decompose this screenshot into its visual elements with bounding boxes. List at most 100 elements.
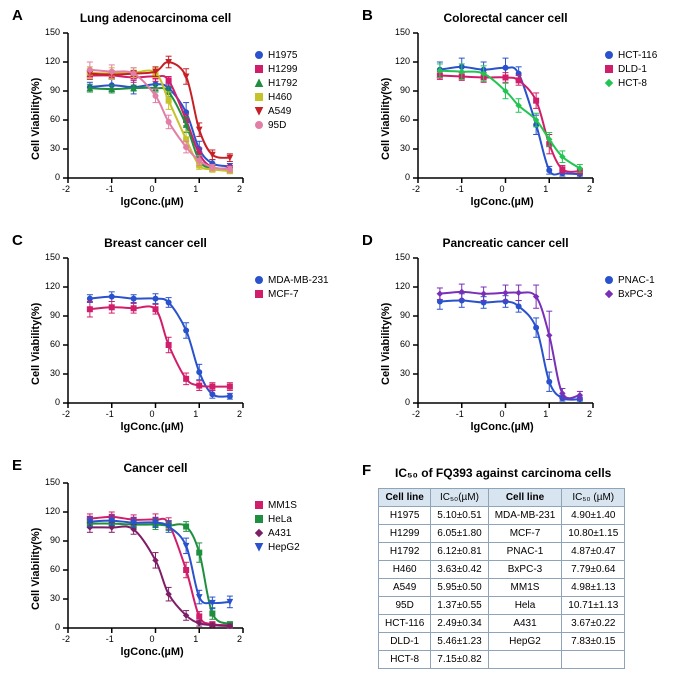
ytick-label: 0 [55,622,60,632]
plot-svg [68,33,245,180]
panel-label: A [12,7,23,24]
table-cell: 10.71±1.13 [562,597,625,615]
table-cell: H1792 [379,543,431,561]
legend-label: PNAC-1 [618,275,655,286]
legend-marker-icon [603,274,615,286]
legend-item: DLD-1 [603,62,657,76]
ytick-label: 0 [55,397,60,407]
legend-label: H1975 [268,50,297,61]
ic50-table: Cell lineIC₅₀(µM)Cell lineIC₅₀ (µM)H1975… [378,488,625,669]
legend-item: PNAC-1 [603,273,655,287]
chart-title: Pancreatic cancer cell [388,236,623,250]
table-cell: 4.98±1.13 [562,579,625,597]
legend-label: DLD-1 [618,64,647,75]
table-cell: 1.37±0.55 [431,597,488,615]
ytick-label: 90 [400,85,410,95]
legend-label: H1299 [268,64,297,75]
table-row: HCT-1162.49±0.34A4313.67±0.22 [379,615,625,633]
xtick-label: -2 [62,409,70,419]
ytick-label: 120 [395,56,410,66]
ytick-label: 90 [50,535,60,545]
xtick-label: 2 [237,634,242,644]
table-cell: 6.12±0.81 [431,543,488,561]
ylabel: Cell Viability(%) [30,528,42,610]
legend-item: HCT-116 [603,48,657,62]
ytick-label: 150 [45,27,60,37]
table-row: A5495.95±0.50MM1S4.98±1.13 [379,579,625,597]
table-cell: HCT-8 [379,651,431,669]
legend-item: MM1S [253,498,300,512]
xtick-label: 0 [500,184,505,194]
ytick-label: 30 [50,143,60,153]
panel-b-colorectal: BColorectal cancer cell-2-10120306090120… [360,5,690,220]
ytick-label: 120 [45,506,60,516]
legend-item: HepG2 [253,540,300,554]
ytick-label: 90 [50,310,60,320]
legend-label: HCT-8 [618,78,647,89]
xtick-label: 1 [193,409,198,419]
xtick-label: -2 [412,184,420,194]
ytick-label: 0 [405,397,410,407]
legend-item: HeLa [253,512,300,526]
xlabel: lgConc.(µM) [471,421,534,433]
xtick-label: 2 [237,409,242,419]
table-cell: MDA-MB-231 [488,507,562,525]
xtick-label: -1 [106,184,114,194]
legend-marker-icon [603,63,615,75]
table-cell: A431 [488,615,562,633]
ytick-label: 150 [395,27,410,37]
panel-a-lung: ALung adenocarcinoma cell-2-101203060901… [10,5,340,220]
xlabel: lgConc.(µM) [121,421,184,433]
legend-item: H1975 [253,48,297,62]
xlabel: lgConc.(µM) [471,196,534,208]
xtick-label: -2 [412,409,420,419]
legend-label: 95D [268,120,286,131]
legend-marker-icon [253,288,265,300]
panel-label: C [12,232,23,249]
table-header: Cell line [379,489,431,507]
legend: H1975H1299H1792H460A54995D [253,48,297,132]
chart-title: Lung adenocarcinoma cell [38,11,273,25]
legend: MM1SHeLa A431 HepG2 [253,498,300,554]
panel-e-cancer: ECancer cell-2-10120306090120150Cell Via… [10,455,340,680]
legend-marker-icon [253,91,265,103]
table-cell: 3.63±0.42 [431,561,488,579]
plot-svg [68,483,245,630]
chart-title: Breast cancer cell [38,236,273,250]
legend-item: MCF-7 [253,287,329,301]
legend-label: A431 [268,528,291,539]
table-cell: H1975 [379,507,431,525]
legend-marker-icon [253,77,265,89]
table-cell: 7.79±0.64 [562,561,625,579]
table-cell: H460 [379,561,431,579]
table-cell: 3.67±0.22 [562,615,625,633]
xtick-label: 2 [587,409,592,419]
legend-label: MM1S [268,500,297,511]
ylabel: Cell Viability(%) [380,303,392,385]
ytick-label: 60 [50,564,60,574]
legend-label: HepG2 [268,542,300,553]
xtick-label: -1 [106,409,114,419]
table-row: 95D1.37±0.55Hela10.71±1.13 [379,597,625,615]
ytick-label: 120 [395,281,410,291]
legend-marker-icon [253,274,265,286]
xtick-label: -1 [456,409,464,419]
legend-label: MDA-MB-231 [268,275,329,286]
chart-title: Cancer cell [38,461,273,475]
table-cell [562,651,625,669]
plot-svg [418,258,595,405]
legend-label: BxPC-3 [618,289,652,300]
table-row: DLD-15.46±1.23HepG27.83±0.15 [379,633,625,651]
ytick-label: 60 [50,114,60,124]
panel-label: B [362,7,373,24]
table-row: H12996.05±1.80MCF-710.80±1.15 [379,525,625,543]
legend-marker-icon [253,541,265,553]
legend-label: A549 [268,106,291,117]
table-cell: 5.46±1.23 [431,633,488,651]
legend-marker-icon [253,527,265,539]
legend-label: H460 [268,92,292,103]
ytick-label: 150 [45,477,60,487]
table-header: Cell line [488,489,562,507]
legend-marker-icon [603,77,615,89]
table-cell: DLD-1 [379,633,431,651]
